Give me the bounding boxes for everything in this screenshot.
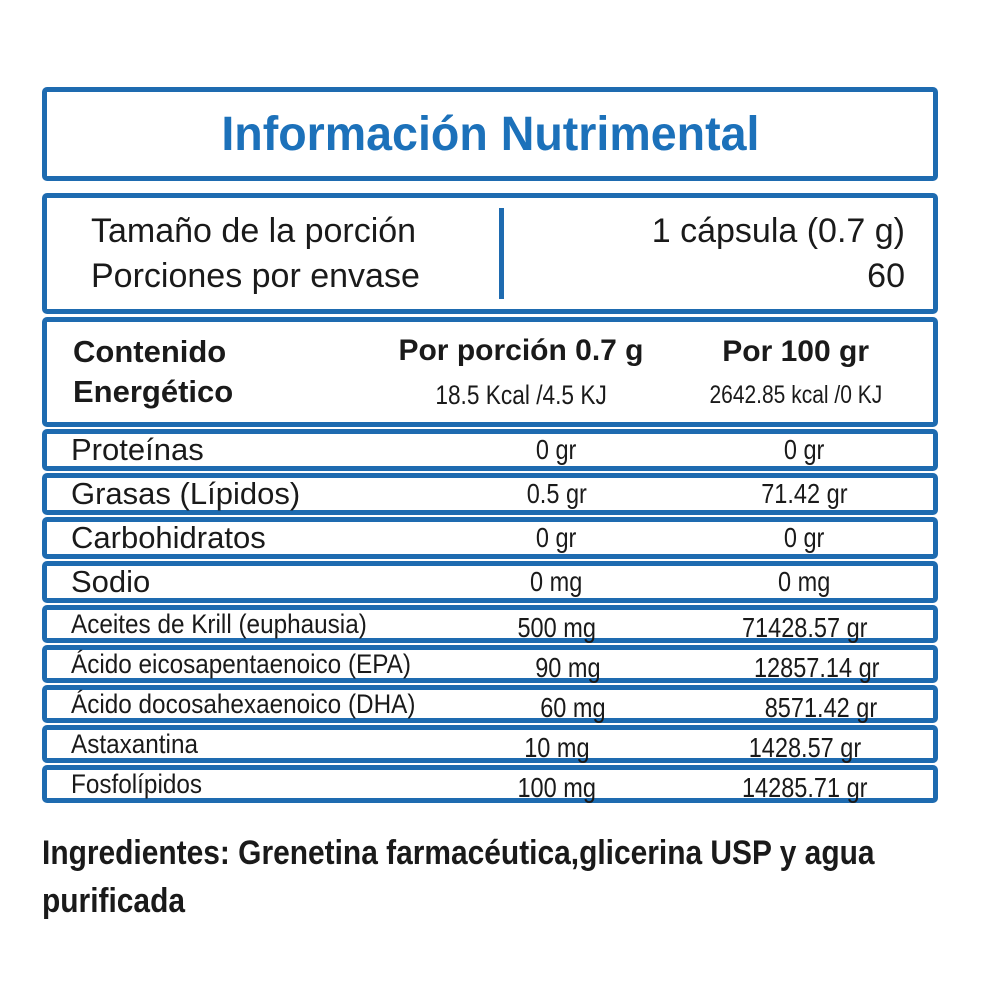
energy-section: Contenido Energético Por porción 0.7 g 1…: [42, 317, 938, 427]
nutrient-label: Carbohidratos: [71, 520, 266, 555]
per-serving-value: 100 mg: [517, 772, 596, 803]
ingredients-line-1: Ingredientes: Grenetina farmacéutica,gli…: [42, 834, 875, 872]
per-100-value: 0 mg: [778, 566, 831, 597]
nutrient-label: Ácido eicosapentaenoico (EPA): [71, 648, 411, 679]
per-serving-header: Por porción 0.7 g: [398, 333, 644, 367]
per-100-value: 8571.42 gr: [765, 692, 878, 723]
energy-per-100-column: Por 100 gr 2642.85 kcal /0 KJ: [658, 335, 933, 410]
nutrient-row: Grasas (Lípidos) 0.5 gr 71.42 gr: [42, 473, 938, 515]
nutrient-label: Ácido docosahexaenoico (DHA): [71, 688, 416, 719]
per-serving-value: 0 gr: [536, 434, 577, 465]
nutrient-row: Fosfolípidos 100 mg 14285.71 gr: [42, 765, 938, 803]
nutrient-label: Aceites de Krill (euphausia): [71, 608, 367, 639]
per-serving-value: 90 mg: [535, 652, 602, 683]
nutrient-label: Proteínas: [71, 432, 204, 467]
page-title: Información Nutrimental: [220, 107, 760, 161]
servings-per-container-label: Porciones por envase: [91, 256, 420, 295]
per-100-value: 1428.57 gr: [748, 732, 861, 763]
nutrient-row: Ácido docosahexaenoico (DHA) 60 mg 8571.…: [42, 685, 938, 723]
per-100-value: 0 gr: [784, 522, 825, 553]
title-box: Información Nutrimental: [42, 87, 938, 181]
nutrient-label: Grasas (Lípidos): [71, 476, 301, 511]
energy-per-serving-column: Por porción 0.7 g 18.5 Kcal /4.5 KJ: [384, 334, 659, 411]
per-serving-value: 0.5 gr: [526, 478, 587, 509]
nutrient-row: Proteínas 0 gr 0 gr: [42, 429, 938, 471]
energy-content-label: Contenido Energético: [73, 334, 234, 409]
per-100-value: 71428.57 gr: [741, 612, 868, 643]
per-100-value: 0 gr: [784, 434, 825, 465]
nutrient-row: Aceites de Krill (euphausia) 500 mg 7142…: [42, 605, 938, 643]
nutrient-row: Sodio 0 mg 0 mg: [42, 561, 938, 603]
nutrient-label: Sodio: [71, 564, 151, 599]
servings-per-container-value: 60: [867, 256, 905, 295]
nutrient-row: Carbohidratos 0 gr 0 gr: [42, 517, 938, 559]
nutrient-label: Fosfolípidos: [71, 768, 203, 799]
serving-size-label: Tamaño de la porción: [91, 211, 417, 250]
nutrient-row: Ácido eicosapentaenoico (EPA) 90 mg 1285…: [42, 645, 938, 683]
per-serving-value: 60 mg: [540, 692, 607, 723]
nutrient-row: Astaxantina 10 mg 1428.57 gr: [42, 725, 938, 763]
serving-size-value: 1 cápsula (0.7 g): [651, 211, 905, 250]
per-serving-energy-value: 18.5 Kcal /4.5 KJ: [435, 379, 607, 410]
per-serving-value: 0 gr: [536, 522, 577, 553]
serving-section: Tamaño de la porción Porciones por envas…: [42, 193, 938, 314]
per-100-value: 12857.14 gr: [753, 652, 880, 683]
per-serving-value: 0 mg: [530, 566, 583, 597]
per-100-value: 71.42 gr: [761, 478, 848, 509]
nutrient-label: Astaxantina: [71, 728, 198, 759]
per-100-energy-value: 2642.85 kcal /0 KJ: [709, 380, 883, 409]
vertical-divider: [498, 208, 504, 299]
ingredients-text: Ingredientes: Grenetina farmacéutica,gli…: [42, 829, 982, 925]
serving-labels: Tamaño de la porción Porciones por envas…: [47, 209, 499, 299]
serving-values: 1 cápsula (0.7 g) 60: [499, 209, 933, 299]
per-100-header: Por 100 gr: [722, 334, 870, 368]
per-100-value: 14285.71 gr: [741, 772, 868, 803]
nutrition-label: Información Nutrimental Tamaño de la por…: [42, 87, 938, 803]
per-serving-value: 10 mg: [523, 732, 590, 763]
ingredients-line-2: purificada: [42, 882, 185, 920]
per-serving-value: 500 mg: [517, 612, 596, 643]
